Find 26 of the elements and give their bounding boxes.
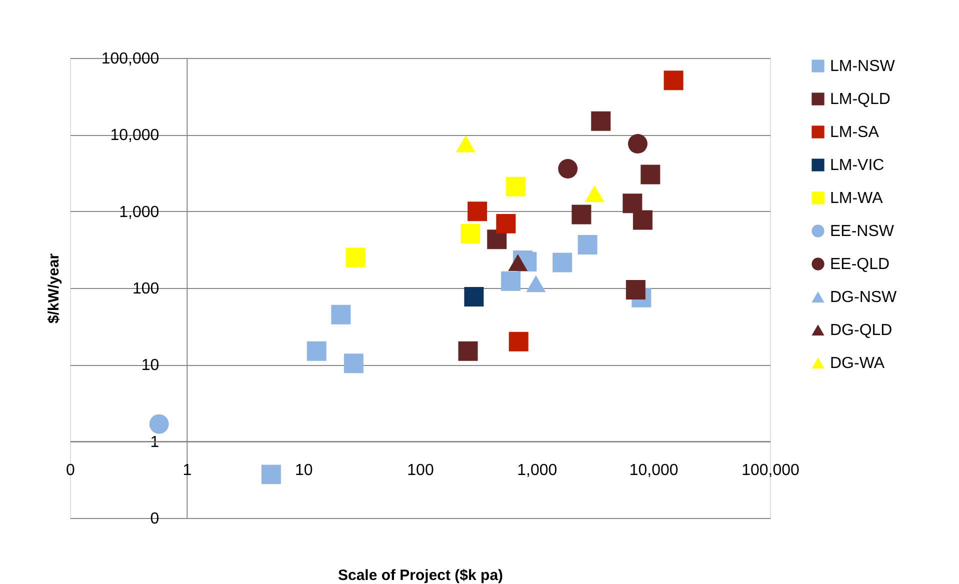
legend-label: DG-WA [830, 355, 885, 372]
x-tick-label: 10 [294, 462, 313, 479]
legend-label: EE-QLD [830, 256, 890, 273]
legend-label: LM-VIC [830, 157, 884, 174]
y-tick-label: 10,000 [110, 127, 160, 144]
legend-label: LM-SA [830, 124, 880, 141]
x-tick-label: 10,000 [629, 462, 678, 479]
y-tick-label: 100,000 [101, 50, 160, 68]
y-tick-label: 1,000 [119, 204, 160, 221]
legend-label: DG-NSW [830, 289, 898, 306]
legend-label: EE-NSW [830, 223, 895, 240]
y-tick-label: 1 [150, 434, 160, 451]
y-tick-label: 0 [150, 510, 160, 528]
legend-label: LM-NSW [830, 58, 896, 75]
x-tick-label: 1,000 [517, 462, 558, 479]
legend-label: DG-QLD [830, 322, 892, 339]
x-tick-label: 100 [407, 462, 434, 479]
legend-label: LM-QLD [830, 91, 890, 108]
x-tick-label: 1 [182, 462, 192, 479]
legend-label: LM-WA [830, 190, 884, 207]
x-tick-label: 0 [66, 462, 76, 479]
y-axis-title: $/kW/year [45, 253, 62, 324]
x-axis-title: Scale of Project ($k pa) [338, 566, 504, 584]
y-tick-label: 10 [141, 357, 160, 374]
y-tick-label: 100 [132, 280, 160, 298]
x-tick-label: 100,000 [742, 462, 800, 479]
